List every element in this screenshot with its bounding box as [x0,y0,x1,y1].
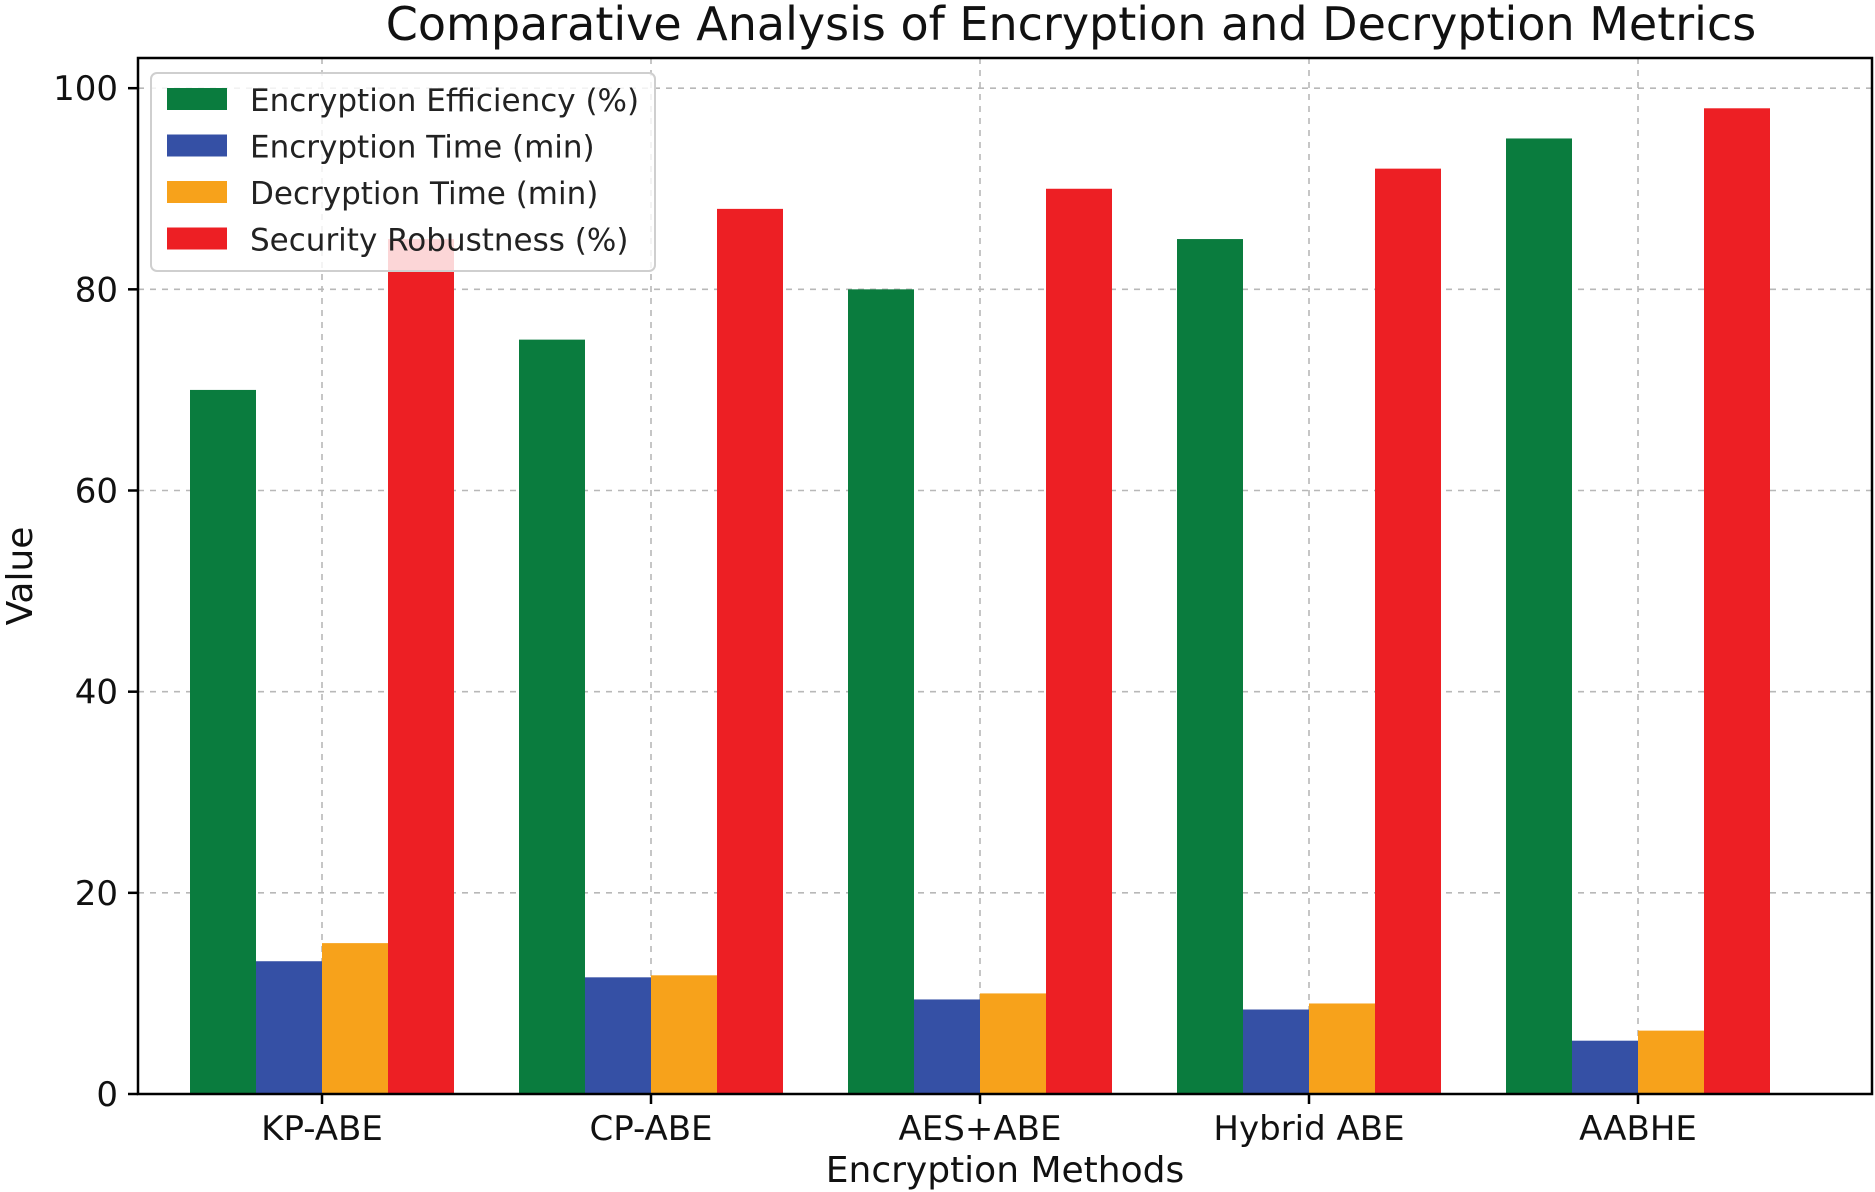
y-tick-label: 0 [96,1075,118,1115]
y-tick-label: 80 [75,270,118,310]
bar-1-1 [190,389,256,1094]
y-ticks: 0 20 40 60 80 100 [53,69,138,1115]
bar-1-4 [1177,239,1243,1095]
x-ticks: KP-ABE CP-ABE AES+ABE Hybrid ABE AABHE [261,1094,1697,1149]
legend-box [150,72,656,272]
bar-3-5 [1638,1030,1704,1094]
legend-swatch-2 [167,134,227,157]
legend: Encryption Efficiency (%) Encryption Time… [150,72,656,272]
x-axis-label: Encryption Methods [826,1150,1185,1191]
bar-3-2 [651,975,717,1094]
x-tick-label: AES+ABE [899,1109,1062,1149]
legend-swatch-3 [167,181,227,203]
legend-label-1: Encryption Efficiency (%) [250,83,639,119]
bar-2-2 [585,977,651,1094]
y-tick-label: 100 [53,69,118,109]
x-tick-label: CP-ABE [589,1109,712,1149]
y-tick-label: 20 [75,874,118,914]
bar-2-5 [1572,1040,1638,1094]
chart-title: Comparative Analysis of Encryption and D… [386,0,1756,51]
bar-1-3 [848,289,914,1094]
legend-label-3: Decryption Time (min) [250,176,598,212]
bar-3-3 [980,993,1046,1094]
bar-2-3 [914,999,980,1094]
bar-2-1 [256,961,322,1094]
x-tick-label: Hybrid ABE [1213,1109,1404,1149]
bar-3-1 [322,943,388,1094]
bar-4-2 [717,208,783,1094]
bars [190,108,1770,1095]
bar-4-4 [1375,168,1441,1095]
legend-label-2: Encryption Time (min) [250,130,595,166]
legend-swatch-1 [167,88,227,110]
plot-frame [136,56,1874,1096]
legend-label-4: Security Robustness (%) [250,223,628,259]
bar-4-1 [388,239,454,1095]
x-tick-label: KP-ABE [261,1109,383,1149]
legend-swatch-4 [167,227,227,250]
bar-3-4 [1309,1003,1375,1094]
y-tick-label: 40 [75,673,118,713]
bar-4-3 [1046,188,1112,1095]
y-tick-label: 60 [75,472,118,512]
bar-4-5 [1704,108,1770,1094]
y-axis-label: Value [0,527,41,626]
bar-1-2 [519,339,585,1094]
bar-1-5 [1506,138,1572,1095]
bar-2-4 [1243,1009,1309,1094]
x-tick-label: AABHE [1579,1109,1697,1149]
